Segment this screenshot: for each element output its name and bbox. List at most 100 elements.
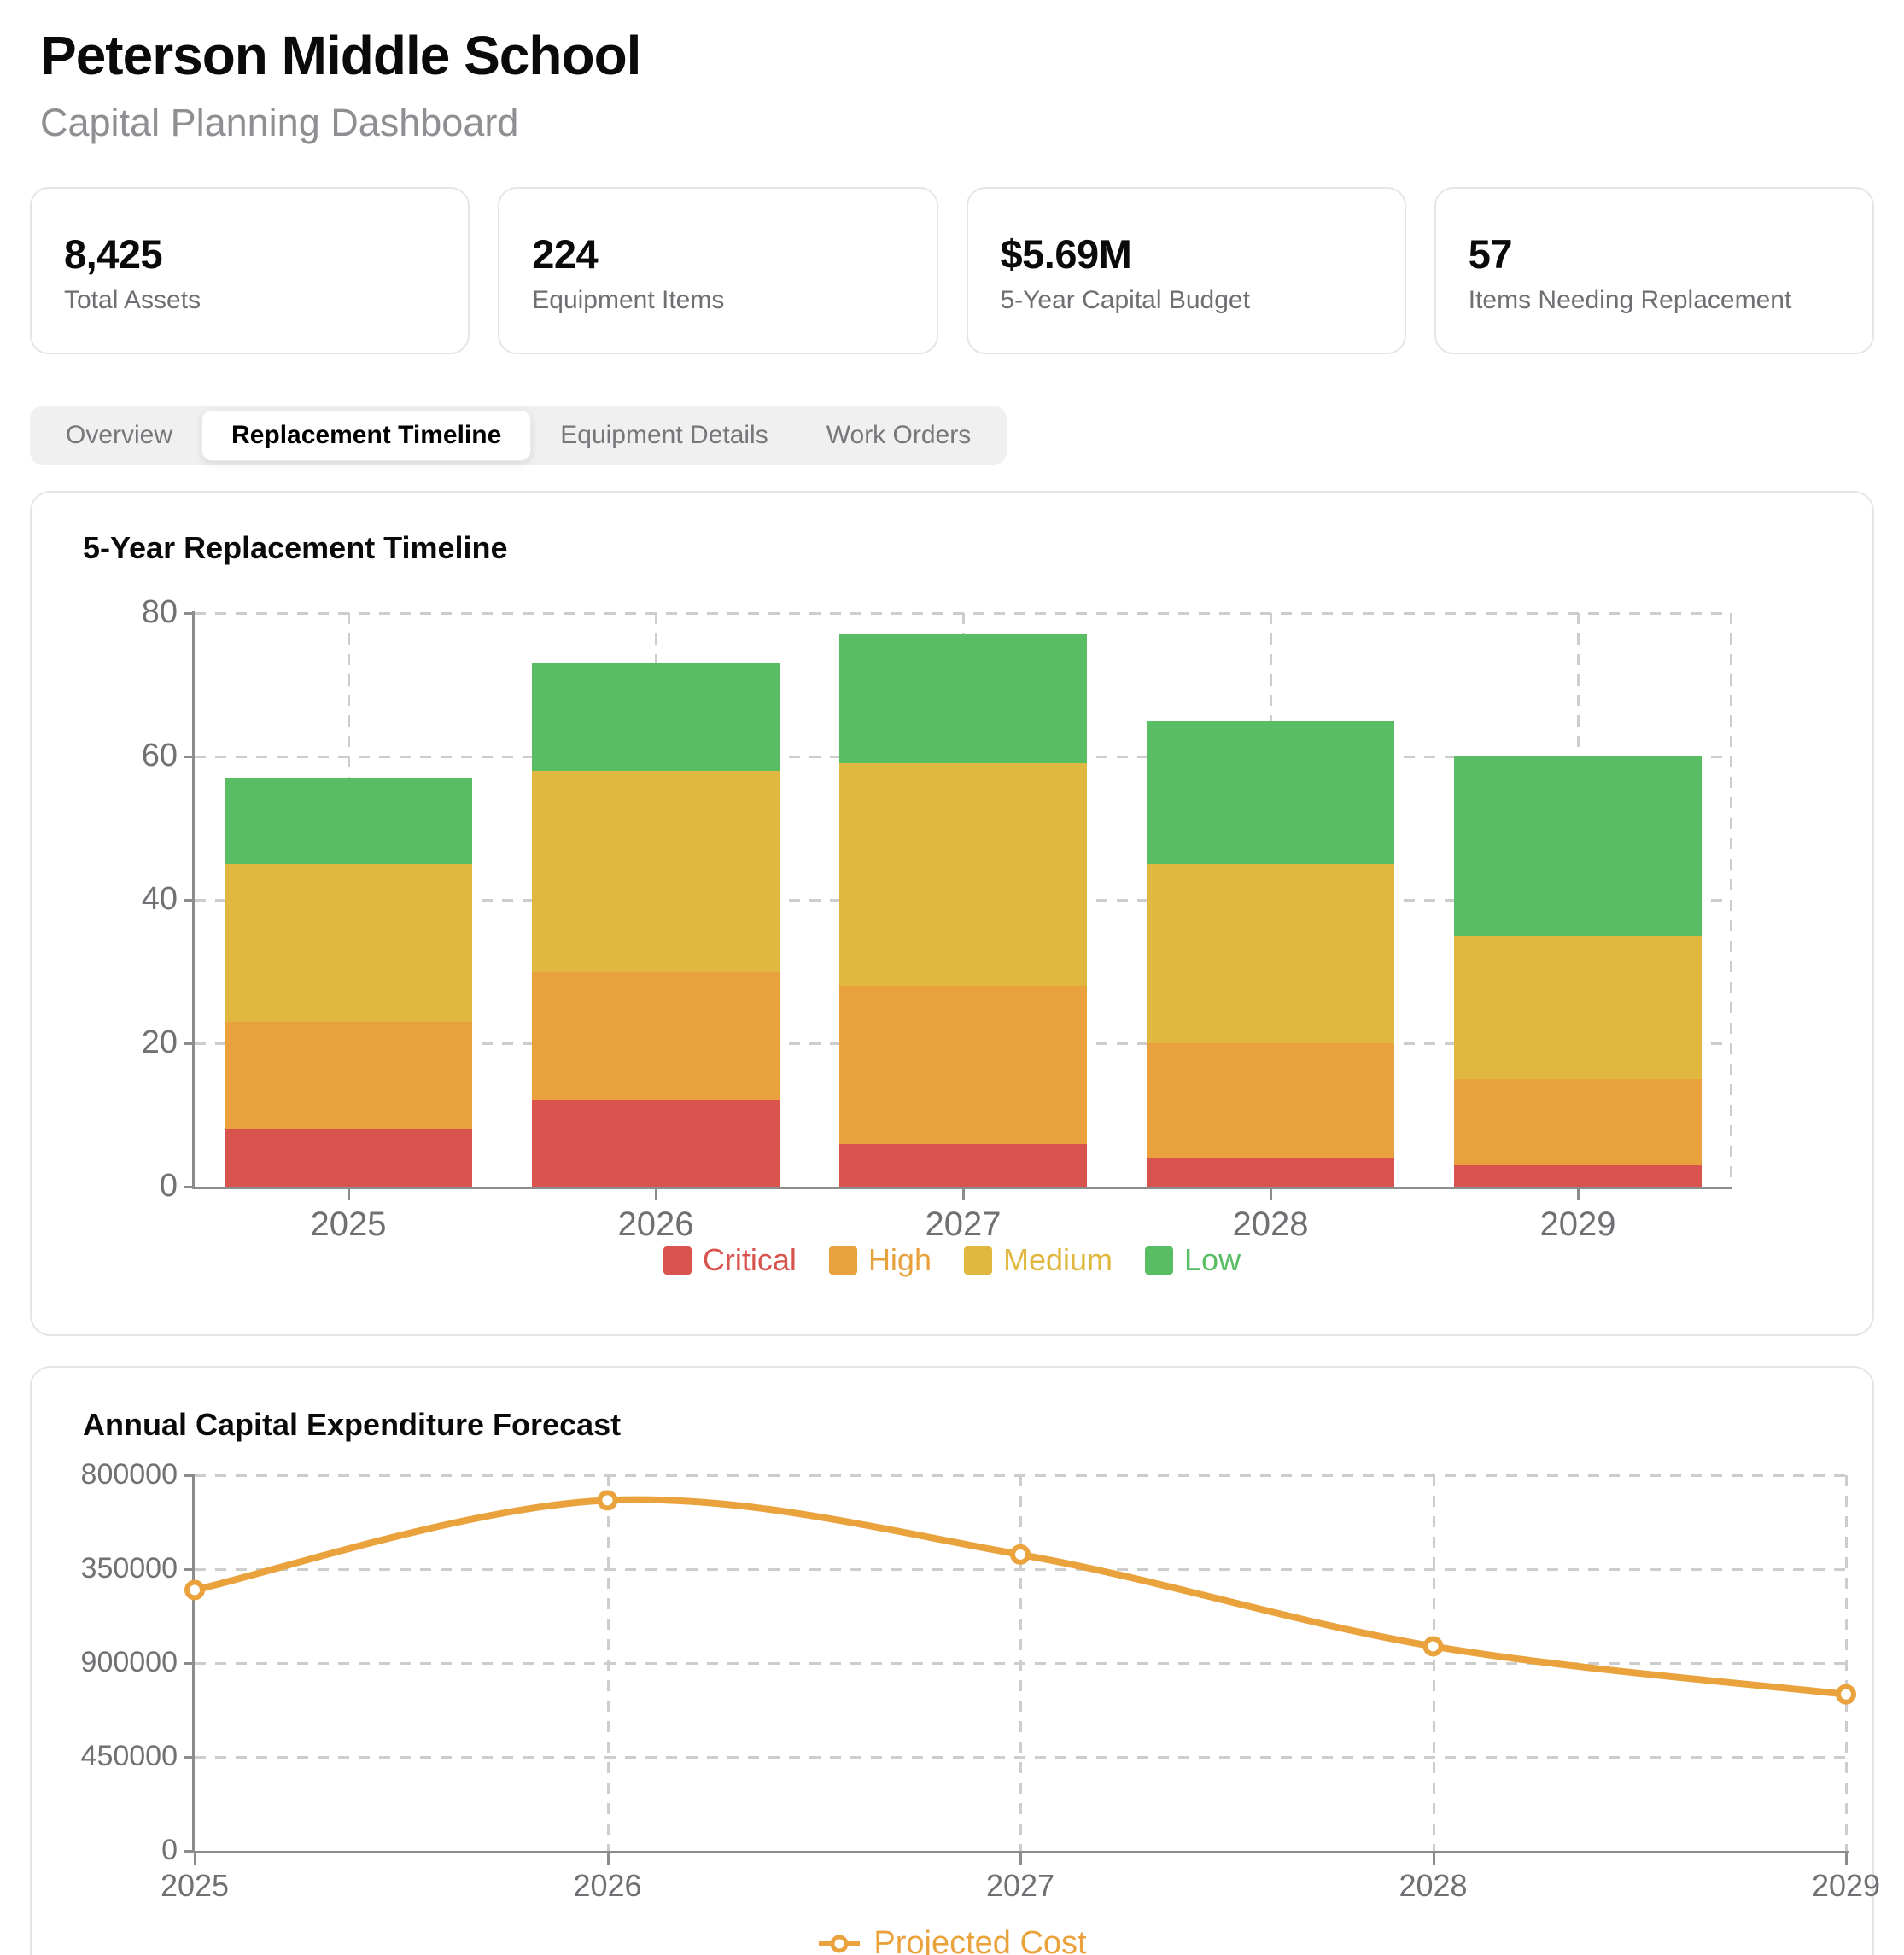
y-axis-label: 800000 [80, 1458, 178, 1491]
stat-card-items-needing-replacement: 57 Items Needing Replacement [1434, 187, 1874, 354]
capex-chart-legend: Projected Cost [32, 1925, 1872, 1955]
page-subtitle: Capital Planning Dashboard [40, 101, 519, 144]
legend-swatch-high [828, 1246, 857, 1275]
stat-label: Total Assets [64, 286, 201, 314]
x-tick-2027 [1019, 1853, 1022, 1865]
stat-value: 224 [532, 231, 599, 277]
x-axis-label-2028: 2028 [1232, 1205, 1309, 1243]
legend-item-medium[interactable]: Medium [963, 1242, 1113, 1278]
bar-segment-medium-2027[interactable] [839, 763, 1087, 986]
data-point-2026[interactable] [597, 1490, 618, 1511]
bar-segment-low-2027[interactable] [839, 634, 1087, 764]
bar-segment-high-2026[interactable] [532, 972, 780, 1101]
x-tick-2027 [962, 1189, 965, 1200]
x-axis-label-2027: 2027 [925, 1205, 1002, 1243]
bar-segment-low-2029[interactable] [1454, 756, 1702, 937]
bar-segment-critical-2027[interactable] [839, 1143, 1087, 1187]
legend-item-low[interactable]: Low [1145, 1242, 1241, 1278]
stat-card-capital-budget: $5.69M 5-Year Capital Budget [966, 187, 1406, 354]
replacement-stacked-bar-chart: 0 20 40 60 80 2025 2026 2027 2028 2029 [32, 493, 1872, 1334]
x-tick-2026 [606, 1853, 610, 1865]
x-tick-2029 [1577, 1189, 1580, 1200]
legend-label: High [867, 1242, 932, 1277]
x-axis-label-2029: 2029 [1539, 1205, 1616, 1243]
data-point-2028[interactable] [1422, 1636, 1444, 1657]
legend-label: Low [1184, 1242, 1241, 1277]
bar-segment-low-2025[interactable] [225, 778, 472, 864]
bar-stack-2026[interactable] [532, 662, 780, 1187]
legend-item-projected-cost[interactable]: Projected Cost [817, 1925, 1087, 1955]
gridline-x-2027 [1019, 1475, 1022, 1851]
bar-segment-low-2026[interactable] [532, 662, 780, 771]
y-tick [184, 899, 195, 902]
line-path [191, 1496, 1849, 1698]
bar-segment-medium-2026[interactable] [532, 770, 780, 972]
x-axis [192, 1187, 1732, 1189]
stat-value: $5.69M [1000, 231, 1132, 277]
x-axis-label-2027: 2027 [985, 1868, 1055, 1903]
y-tick [184, 756, 195, 758]
x-tick-2028 [1270, 1189, 1272, 1200]
legend-label: Projected Cost [873, 1925, 1087, 1955]
line-legend-icon [819, 1935, 861, 1952]
y-axis-label: 450000 [80, 1740, 178, 1772]
x-tick-2025 [348, 1189, 350, 1200]
legend-item-critical[interactable]: Critical [663, 1242, 797, 1278]
tab-equipment-details[interactable]: Equipment Details [560, 421, 768, 449]
bar-stack-2025[interactable] [225, 778, 472, 1187]
x-tick-2028 [1432, 1853, 1435, 1865]
capex-line-chart: 0 450000 900000 350000 800000 2025 2026 2027 202… [32, 1368, 1881, 1955]
y-tick [184, 1756, 195, 1759]
page-title: Peterson Middle School [40, 25, 641, 86]
y-axis-label: 350000 [80, 1552, 178, 1584]
x-axis-label-2025: 2025 [310, 1205, 387, 1243]
y-axis-label: 0 [161, 1834, 178, 1866]
bar-segment-critical-2028[interactable] [1147, 1158, 1394, 1187]
gridline-plot-right [1730, 613, 1732, 1187]
x-tick-2026 [655, 1189, 657, 1200]
replacement-timeline-card: 5-Year Replacement Timeline 0 20 40 60 80 202… [30, 491, 1874, 1336]
y-axis-label: 0 [159, 1168, 178, 1204]
y-axis-label: 40 [141, 881, 178, 917]
tab-replacement-timeline[interactable]: Replacement Timeline [201, 410, 532, 461]
data-point-2027[interactable] [1010, 1544, 1031, 1565]
bar-segment-high-2025[interactable] [225, 1021, 472, 1129]
stat-card-total-assets: 8,425 Total Assets [30, 187, 470, 354]
stat-label: Equipment Items [532, 286, 725, 314]
stat-label: 5-Year Capital Budget [1000, 286, 1250, 314]
tab-overview[interactable]: Overview [66, 421, 173, 449]
gridline-x-2026 [606, 1475, 610, 1851]
x-axis-label-2028: 2028 [1399, 1868, 1468, 1903]
bar-segment-critical-2029[interactable] [1454, 1164, 1702, 1187]
tab-work-orders[interactable]: Work Orders [826, 421, 972, 449]
x-axis [192, 1851, 1849, 1853]
data-point-2029[interactable] [1836, 1684, 1856, 1705]
bar-segment-critical-2025[interactable] [225, 1129, 472, 1187]
bar-segment-high-2028[interactable] [1147, 1043, 1394, 1158]
legend-swatch-critical [663, 1246, 692, 1275]
bar-segment-medium-2029[interactable] [1454, 936, 1702, 1080]
y-axis-label: 80 [141, 594, 178, 630]
bar-segment-medium-2028[interactable] [1147, 864, 1394, 1044]
bar-stack-2029[interactable] [1454, 756, 1702, 1187]
bar-stack-2027[interactable] [839, 634, 1087, 1187]
x-axis-label-2029: 2029 [1811, 1868, 1881, 1903]
bar-segment-critical-2026[interactable] [532, 1100, 780, 1187]
y-tick [184, 1042, 195, 1045]
gridline-x-2028 [1432, 1475, 1435, 1851]
gridline-x-2029 [1845, 1475, 1848, 1851]
data-point-2025[interactable] [184, 1579, 205, 1601]
y-axis-label: 60 [141, 738, 178, 773]
bar-segment-high-2029[interactable] [1454, 1079, 1702, 1165]
bar-segment-low-2028[interactable] [1147, 721, 1394, 865]
y-tick [184, 1850, 195, 1853]
bar-segment-high-2027[interactable] [839, 985, 1087, 1144]
y-axis [192, 611, 195, 1189]
bar-segment-medium-2025[interactable] [225, 864, 472, 1022]
bar-stack-2028[interactable] [1147, 721, 1394, 1187]
x-tick-2029 [1845, 1853, 1848, 1865]
legend-item-high[interactable]: High [828, 1242, 932, 1278]
replacement-chart-title: 5-Year Replacement Timeline [83, 530, 508, 565]
capex-chart-title: Annual Capital Expenditure Forecast [83, 1407, 622, 1442]
